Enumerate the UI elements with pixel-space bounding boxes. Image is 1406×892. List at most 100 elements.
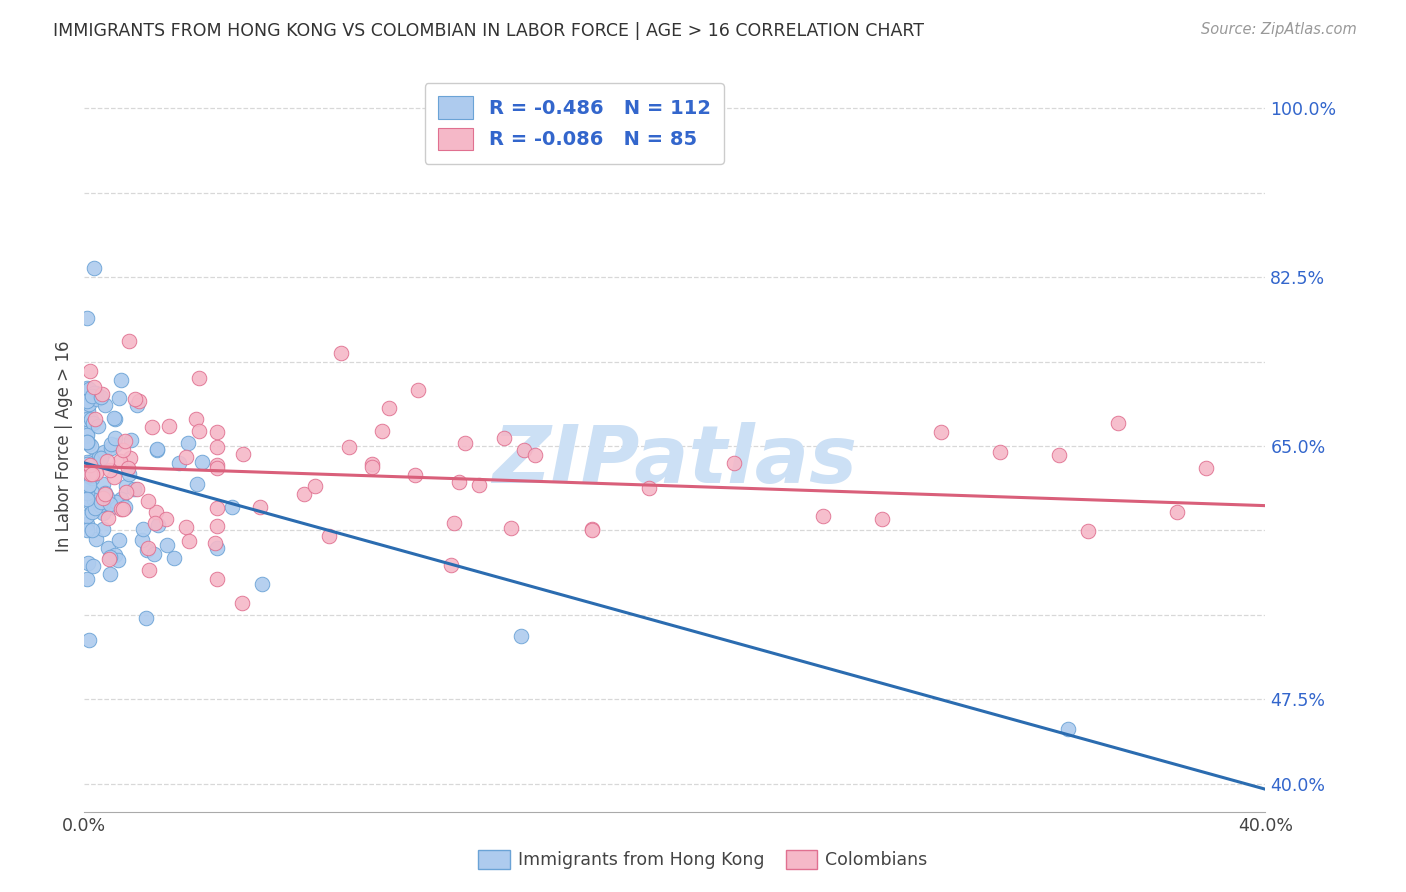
Point xyxy=(167,456,190,470)
Point xyxy=(146,443,169,458)
Point xyxy=(125,398,148,412)
Point xyxy=(100,441,122,455)
Point xyxy=(1077,524,1099,539)
Point xyxy=(292,486,315,500)
Point xyxy=(76,394,98,409)
Point xyxy=(513,442,536,457)
Point xyxy=(494,431,516,445)
Point xyxy=(103,470,125,484)
Point xyxy=(207,425,229,439)
Point xyxy=(581,523,603,537)
Point xyxy=(93,506,115,520)
Point xyxy=(191,455,214,469)
Point xyxy=(89,452,111,467)
Point xyxy=(80,453,103,467)
Point xyxy=(186,476,208,491)
Point xyxy=(76,508,98,523)
Point xyxy=(811,508,834,523)
Point xyxy=(378,401,401,415)
Point xyxy=(204,536,226,550)
Point xyxy=(1195,461,1218,475)
Point xyxy=(207,519,229,533)
Point xyxy=(104,438,127,452)
Point xyxy=(77,478,100,492)
Point xyxy=(870,512,893,526)
Point xyxy=(110,502,132,516)
Point xyxy=(83,385,105,400)
Point xyxy=(76,381,98,395)
Point xyxy=(77,382,100,396)
Point xyxy=(143,547,166,561)
Point xyxy=(80,505,103,519)
Point xyxy=(83,379,105,393)
Point xyxy=(156,538,179,552)
Point xyxy=(76,491,98,506)
Point xyxy=(90,451,112,466)
Point xyxy=(177,436,200,450)
Point xyxy=(76,310,98,325)
Point xyxy=(83,261,105,276)
Point xyxy=(79,458,101,472)
Point xyxy=(114,484,136,499)
Point xyxy=(111,502,134,516)
Point xyxy=(98,567,121,582)
Legend: Immigrants from Hong Kong, Colombians: Immigrants from Hong Kong, Colombians xyxy=(471,843,935,876)
Point xyxy=(114,434,136,448)
Point xyxy=(163,551,186,566)
Point xyxy=(187,424,209,438)
Point xyxy=(76,412,98,426)
Point xyxy=(84,466,107,480)
Point xyxy=(408,383,430,397)
Point xyxy=(221,500,243,514)
Point xyxy=(82,558,104,573)
Point xyxy=(96,454,118,468)
Point xyxy=(80,468,103,483)
Point xyxy=(93,445,115,459)
Point xyxy=(207,461,229,475)
Point xyxy=(207,458,229,472)
Point xyxy=(155,511,177,525)
Point xyxy=(77,632,100,647)
Point xyxy=(1107,416,1129,430)
Point xyxy=(104,412,127,426)
Point xyxy=(91,491,114,505)
Point xyxy=(174,520,197,534)
Point xyxy=(135,543,157,558)
Point xyxy=(138,563,160,577)
Point xyxy=(91,497,114,511)
Point xyxy=(105,495,128,509)
Point xyxy=(104,548,127,562)
Point xyxy=(97,552,120,566)
Point xyxy=(404,468,426,483)
Point xyxy=(89,450,111,465)
Point xyxy=(80,412,103,426)
Point xyxy=(86,533,108,547)
Point xyxy=(100,437,122,451)
Point xyxy=(89,498,111,512)
Point xyxy=(77,468,100,483)
Point xyxy=(136,494,159,508)
Point xyxy=(76,428,98,442)
Point xyxy=(90,386,112,401)
Point xyxy=(128,393,150,408)
Point xyxy=(98,463,121,477)
Point xyxy=(80,470,103,484)
Point xyxy=(132,523,155,537)
Point xyxy=(145,516,167,530)
Point xyxy=(82,467,104,481)
Point xyxy=(84,385,107,400)
Point xyxy=(91,523,114,537)
Point xyxy=(117,461,139,475)
Point xyxy=(136,541,159,555)
Point xyxy=(83,412,105,426)
Point xyxy=(86,392,108,406)
Point xyxy=(80,389,103,403)
Point xyxy=(98,497,121,511)
Point xyxy=(110,373,132,387)
Point xyxy=(90,494,112,508)
Point xyxy=(318,529,340,543)
Point xyxy=(114,500,136,514)
Point xyxy=(360,460,382,475)
Point xyxy=(145,442,167,456)
Point xyxy=(638,481,661,495)
